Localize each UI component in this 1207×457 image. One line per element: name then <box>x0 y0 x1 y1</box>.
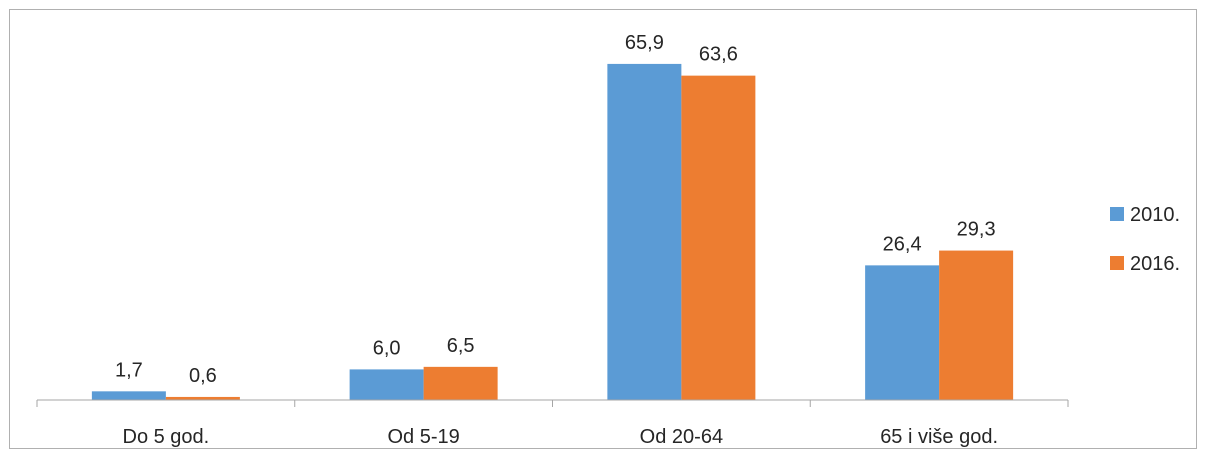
legend-label-2016: 2016. <box>1130 253 1180 275</box>
legend-item-2010: 2010. <box>1110 204 1180 226</box>
legend-swatch-2016 <box>1110 256 1124 270</box>
bar-2010-1 <box>349 369 424 400</box>
bar-2010-0 <box>91 391 166 400</box>
bar-2016-2 <box>681 75 756 400</box>
data-label: 1,7 <box>115 359 143 381</box>
chart-frame <box>9 9 1197 449</box>
data-label: 63,6 <box>699 44 738 66</box>
legend-item-2016: 2016. <box>1110 253 1180 275</box>
data-label: 29,3 <box>957 219 996 241</box>
bar-2016-3 <box>939 250 1014 400</box>
data-label: 6,5 <box>447 335 475 357</box>
data-label: 6,0 <box>373 337 401 359</box>
data-label: 26,4 <box>883 233 922 255</box>
category-label: Od 20-64 <box>640 426 723 448</box>
bars-layer <box>91 63 1014 400</box>
legend: 2010. 2016. <box>1110 204 1180 275</box>
data-labels-layer: 1,7 0,6 6,0 6,5 65,9 63,6 26,4 29,3 <box>115 32 996 387</box>
category-labels: Do 5 god. Od 5-19 Od 20-64 65 i više god. <box>123 426 999 448</box>
category-label: Od 5-19 <box>387 426 459 448</box>
category-label: Do 5 god. <box>123 426 210 448</box>
category-label: 65 i više god. <box>880 426 998 448</box>
bar-2010-3 <box>865 265 940 400</box>
bar-2010-2 <box>607 63 682 400</box>
data-label: 0,6 <box>189 365 217 387</box>
bar-2016-0 <box>165 396 240 400</box>
data-label: 65,9 <box>625 32 664 54</box>
legend-swatch-2010 <box>1110 207 1124 221</box>
bar-2016-1 <box>423 366 498 400</box>
legend-label-2010: 2010. <box>1130 204 1180 226</box>
x-axis-ticks <box>36 400 1069 407</box>
